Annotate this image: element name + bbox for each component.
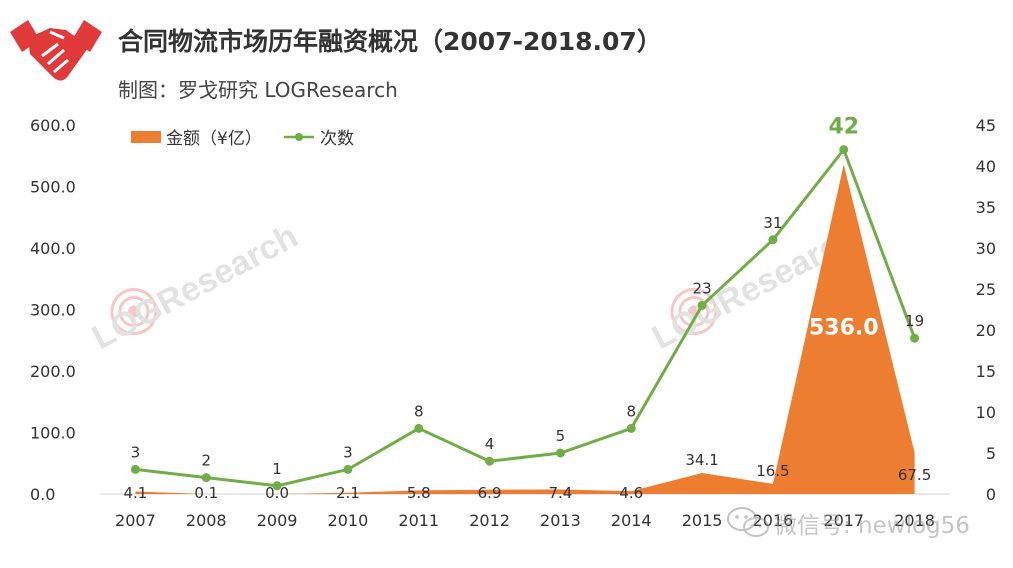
wechat-watermark-text: 微信号: newlog56 xyxy=(774,506,970,540)
x-tick-label: 2017 xyxy=(823,511,864,530)
amount-data-label: 5.8 xyxy=(407,484,431,502)
count-data-label: 1 xyxy=(272,460,282,478)
amount-data-label: 16.5 xyxy=(756,462,789,480)
count-line xyxy=(135,146,916,488)
amount-data-label: 7.4 xyxy=(548,484,572,502)
amount-data-label: 536.0 xyxy=(809,315,879,340)
count-point xyxy=(130,464,140,474)
count-data-label: 8 xyxy=(414,402,424,420)
data-labels-layer: 4.1 0.1 0.0 2.1 5.8 6.9 7.4 4.6 34.1 16.5 536.0 67.… xyxy=(123,115,931,502)
page-subtitle: 制图：罗戈研究 LOGResearch xyxy=(118,78,398,102)
count-data-label: 31 xyxy=(763,214,782,232)
handshake-icon xyxy=(10,20,102,81)
amount-data-label: 67.5 xyxy=(898,466,931,484)
x-tick-label: 2018 xyxy=(894,511,935,530)
y-right-tick-label: 5 xyxy=(986,444,996,463)
count-data-label: 23 xyxy=(693,279,712,297)
wechat-icon xyxy=(727,507,769,537)
x-tick-label: 2012 xyxy=(469,511,510,530)
count-point xyxy=(201,473,211,483)
count-point xyxy=(343,464,353,474)
count-data-label: 3 xyxy=(131,443,141,461)
count-data-label: 8 xyxy=(626,402,636,420)
y-axis-right: 0 5 10 15 20 25 30 35 40 45 xyxy=(976,116,996,504)
y-axis-left: 0.0 100.0 200.0 300.0 400.0 500.0 600.0 xyxy=(30,116,76,504)
y-right-tick-label: 20 xyxy=(976,321,996,340)
count-point xyxy=(555,448,565,458)
y-left-tick-label: 200.0 xyxy=(30,362,76,381)
count-point xyxy=(910,333,920,343)
y-right-tick-label: 25 xyxy=(976,280,996,299)
x-tick-label: 2011 xyxy=(398,511,439,530)
amount-data-label: 2.1 xyxy=(336,484,360,502)
y-right-tick-label: 30 xyxy=(976,239,996,258)
x-tick-label: 2009 xyxy=(257,511,298,530)
y-right-tick-label: 15 xyxy=(976,362,996,381)
count-line-layer xyxy=(130,145,920,491)
x-tick-label: 2007 xyxy=(115,511,156,530)
count-point xyxy=(697,300,707,310)
amount-data-label: 0.1 xyxy=(194,484,218,502)
amount-data-label: 4.1 xyxy=(123,484,147,502)
x-tick-label: 2008 xyxy=(186,511,227,530)
legend-swatch-amount xyxy=(131,131,161,143)
count-point xyxy=(485,456,495,466)
amount-data-label: 34.1 xyxy=(685,451,718,469)
count-data-label: 5 xyxy=(556,427,566,445)
x-tick-label: 2013 xyxy=(540,511,581,530)
watermark-logo-1: LOGResearch xyxy=(86,217,304,357)
y-left-tick-label: 400.0 xyxy=(30,239,76,258)
count-data-label: 42 xyxy=(828,115,859,140)
y-left-tick-label: 500.0 xyxy=(30,178,76,197)
count-data-label: 19 xyxy=(905,312,924,330)
x-tick-label: 2010 xyxy=(328,511,369,530)
legend-swatch-count-dot xyxy=(295,133,303,141)
amount-area-layer xyxy=(135,164,915,495)
legend-label-amount: 金额（¥亿） xyxy=(166,129,262,149)
watermark-logo-text-1: LOGResearch xyxy=(86,217,304,357)
page-title: 合同物流市场历年融资概况（2007-2018.07） xyxy=(118,27,662,56)
y-left-tick-label: 0.0 xyxy=(30,485,55,504)
y-left-tick-label: 600.0 xyxy=(30,116,76,135)
x-tick-label: 2016 xyxy=(753,511,794,530)
y-right-tick-label: 10 xyxy=(976,403,996,422)
count-point xyxy=(839,145,849,155)
count-point xyxy=(414,423,424,433)
legend-label-count: 次数 xyxy=(320,129,354,149)
y-right-tick-label: 0 xyxy=(986,485,996,504)
amount-data-label: 6.9 xyxy=(478,484,502,502)
y-right-tick-label: 35 xyxy=(976,198,996,217)
y-left-tick-label: 300.0 xyxy=(30,301,76,320)
x-tick-label: 2015 xyxy=(682,511,723,530)
amount-data-label: 0.0 xyxy=(265,484,289,502)
count-point xyxy=(626,423,636,433)
count-point xyxy=(272,481,282,491)
y-right-tick-label: 45 xyxy=(976,116,996,135)
y-right-tick-label: 40 xyxy=(976,157,996,176)
amount-area xyxy=(135,164,915,495)
count-data-label: 3 xyxy=(343,443,353,461)
y-left-tick-label: 100.0 xyxy=(30,424,76,443)
count-point xyxy=(768,235,778,245)
amount-data-label: 4.6 xyxy=(619,484,643,502)
wechat-watermark-label: 微信号: newlog56 xyxy=(774,513,970,539)
count-data-label: 4 xyxy=(485,435,495,453)
legend: 金额（¥亿） 次数 xyxy=(131,129,354,149)
count-data-label: 2 xyxy=(201,452,211,470)
x-tick-label: 2014 xyxy=(611,511,652,530)
